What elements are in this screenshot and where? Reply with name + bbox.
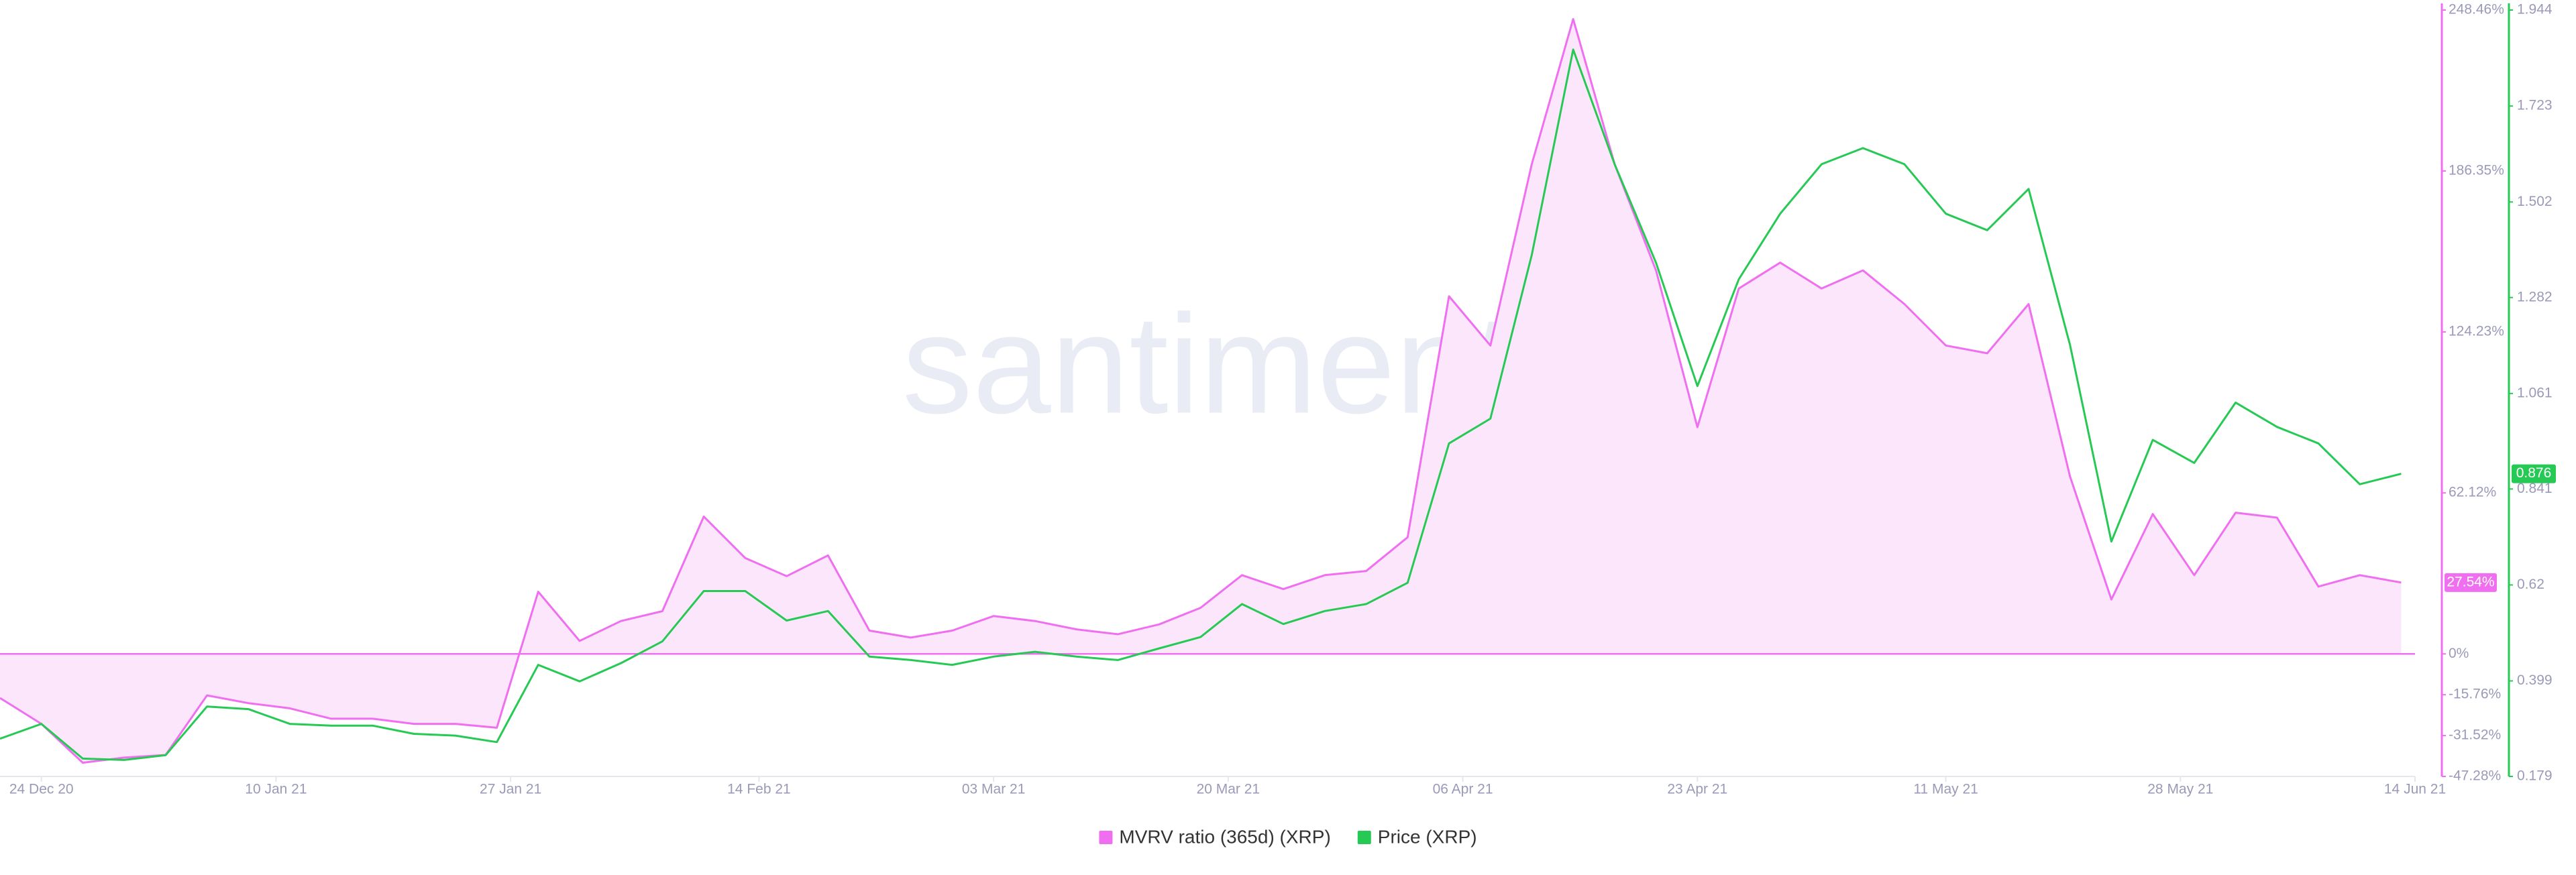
series-line (0, 17, 2402, 764)
y2-tick-label: 0.399 (2517, 673, 2553, 688)
y-tick-label: 186.35% (2449, 163, 2504, 178)
x-tick-label: 27 Jan 21 (480, 782, 541, 797)
x-tick-label: 10 Jan 21 (245, 782, 307, 797)
legend-swatch (1099, 831, 1113, 844)
y2-tick-label: 0.62 (2517, 577, 2544, 592)
area-fill (0, 19, 2402, 763)
x-tick-label: 24 Dec 20 (9, 782, 74, 797)
legend-label: Price (XRP) (1378, 826, 1477, 847)
y2-tick-label: 0.841 (2517, 481, 2553, 496)
y2-tick-label: 1.723 (2517, 98, 2553, 113)
y2-tick-label: 1.502 (2517, 194, 2553, 209)
x-tick-label: 14 Jun 21 (2384, 782, 2446, 797)
y-tick-label: -31.52% (2449, 727, 2501, 743)
y-tick-label: 62.12% (2449, 485, 2496, 500)
x-tick-label: 28 May 21 (2147, 782, 2213, 797)
last-value-badge (2445, 573, 2497, 592)
x-tick-label: 14 Feb 21 (727, 782, 791, 797)
legend-swatch (1357, 831, 1371, 844)
last-value-label: 27.54% (2447, 574, 2494, 589)
y-tick-label: 124.23% (2449, 324, 2504, 339)
y-tick-label: 248.46% (2449, 2, 2504, 17)
y2-tick-label: 0.179 (2517, 768, 2553, 784)
x-tick-label: 20 Mar 21 (1197, 782, 1260, 797)
y2-tick-label: 1.944 (2517, 2, 2553, 17)
last-value-label: 0.876 (2516, 465, 2552, 481)
y2-tick-label: 1.061 (2517, 385, 2553, 400)
y2-tick-label: 1.282 (2517, 289, 2553, 304)
x-tick-label: 11 May 21 (1913, 782, 1978, 797)
x-tick-label: 06 Apr 21 (1433, 782, 1493, 797)
watermark: santiment (902, 285, 1513, 443)
last-value-badge (2512, 464, 2556, 483)
y-tick-label: -47.28% (2449, 768, 2501, 784)
series-line (0, 48, 2402, 761)
y-tick-label: 0% (2449, 646, 2469, 661)
y-tick-label: -15.76% (2449, 687, 2501, 702)
legend-label: MVRV ratio (365d) (XRP) (1119, 826, 1330, 847)
x-tick-label: 03 Mar 21 (962, 782, 1026, 797)
x-tick-label: 23 Apr 21 (1667, 782, 1727, 797)
